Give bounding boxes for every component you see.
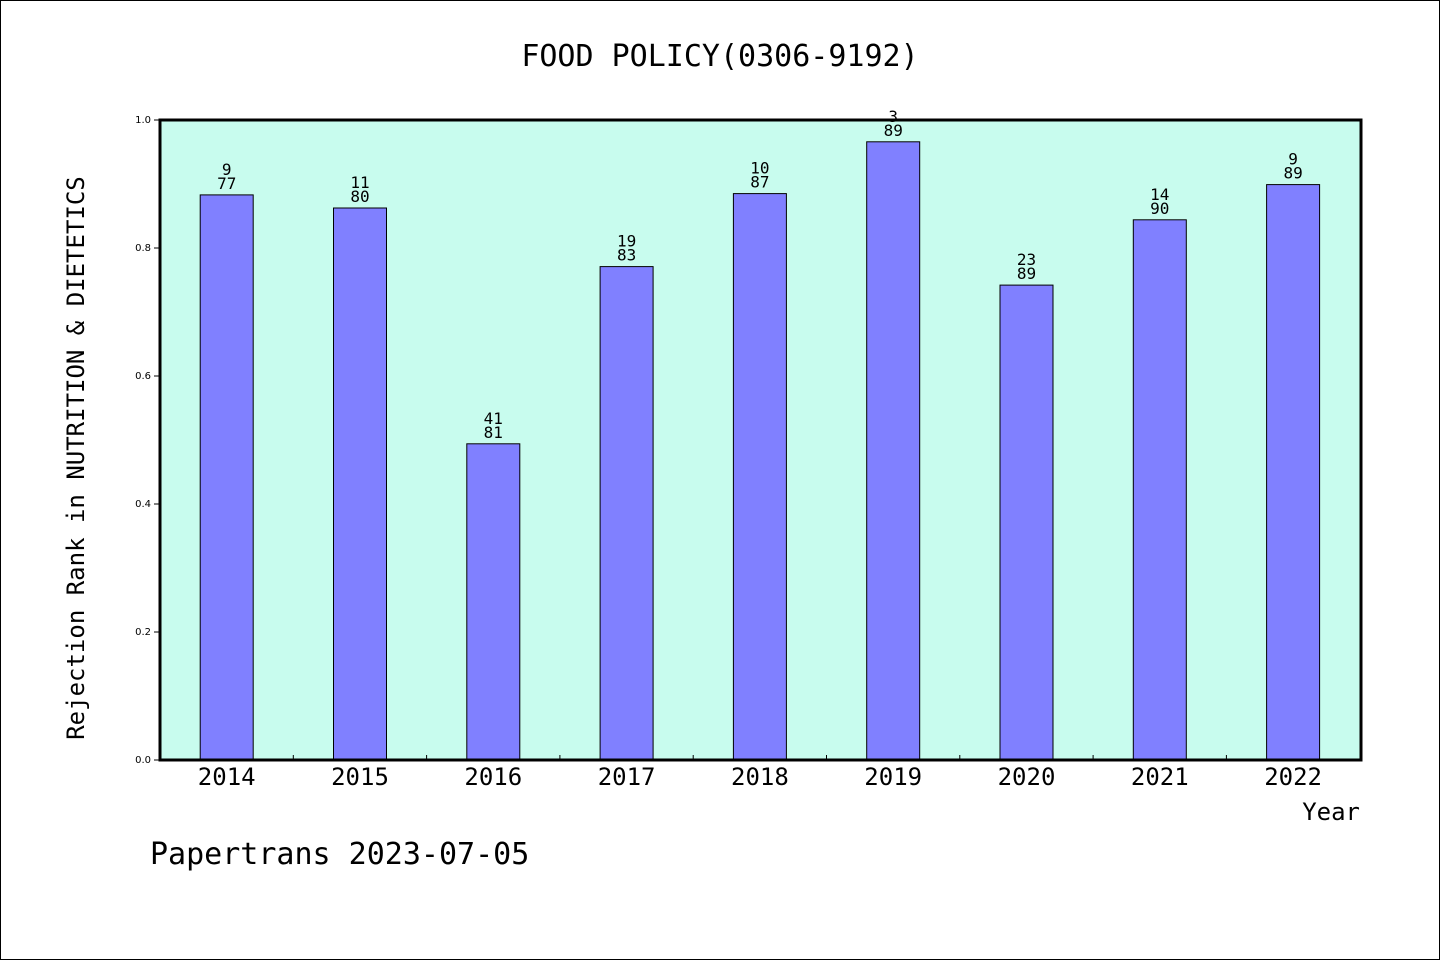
x-tick-label: 2020 bbox=[998, 763, 1056, 791]
y-tick-label: 0.6 bbox=[135, 371, 151, 382]
data-label-rank: 10 bbox=[750, 159, 769, 178]
data-label-rank: 3 bbox=[888, 107, 898, 126]
data-label-rank: 9 bbox=[222, 160, 232, 179]
bar-2020 bbox=[999, 284, 1054, 761]
y-tick-label: 0.0 bbox=[135, 755, 151, 766]
y-tick-label: 0.2 bbox=[135, 627, 151, 638]
bar-2017 bbox=[599, 266, 654, 761]
data-label-rank: 19 bbox=[617, 232, 636, 251]
x-tick-label: 2018 bbox=[731, 763, 789, 791]
data-label-rank: 23 bbox=[1017, 250, 1036, 269]
x-axis-label: Year bbox=[1302, 798, 1360, 826]
x-tick-label: 2017 bbox=[598, 763, 656, 791]
y-axis-ticks: 0.0 0.2 0.4 0.6 0.8 1.0 bbox=[135, 115, 160, 766]
y-tick-label: 0.4 bbox=[135, 499, 151, 510]
data-label-total: 83 bbox=[617, 246, 636, 265]
data-label-rank: 41 bbox=[484, 409, 503, 428]
x-tick-label: 2015 bbox=[331, 763, 389, 791]
bar-2019 bbox=[866, 141, 921, 761]
data-label-rank: 14 bbox=[1150, 185, 1169, 204]
footer-text: Papertrans 2023-07-05 bbox=[150, 837, 529, 872]
plot-border bbox=[158, 118, 1363, 762]
bar-2022 bbox=[1266, 184, 1321, 761]
data-label-total: 87 bbox=[750, 173, 769, 192]
data-label-total: 77 bbox=[217, 174, 236, 193]
data-label-rank: 9 bbox=[1288, 150, 1298, 169]
bar-2016 bbox=[466, 443, 521, 761]
data-label-total: 90 bbox=[1150, 199, 1169, 218]
data-label-total: 81 bbox=[484, 423, 503, 442]
data-label-rank: 11 bbox=[350, 173, 369, 192]
bar-2015 bbox=[333, 207, 387, 761]
x-tick-label: 2021 bbox=[1131, 763, 1189, 791]
data-label-total: 80 bbox=[350, 187, 369, 206]
bar-2021 bbox=[1132, 219, 1187, 761]
bar-2018 bbox=[732, 193, 787, 761]
y-tick-label: 0.8 bbox=[135, 243, 151, 254]
bar-2014 bbox=[199, 194, 254, 761]
data-label-total: 89 bbox=[884, 121, 903, 140]
y-axis-label: Rejection Rank in NUTRITION & DIETETICS bbox=[62, 176, 90, 740]
x-tick-label: 2022 bbox=[1264, 763, 1322, 791]
x-tick-label: 2014 bbox=[198, 763, 256, 791]
bars bbox=[199, 141, 1321, 761]
data-label-total: 89 bbox=[1017, 264, 1036, 283]
x-axis-ticks: 2014 2015 2016 2017 2018 2019 2020 2021 2022 bbox=[198, 755, 1322, 791]
x-tick-label: 2016 bbox=[464, 763, 522, 791]
data-label-total: 89 bbox=[1283, 164, 1302, 183]
x-tick-label: 2019 bbox=[864, 763, 922, 791]
chart-title: FOOD POLICY(0306-9192) bbox=[521, 39, 918, 74]
y-tick-label: 1.0 bbox=[135, 115, 151, 126]
